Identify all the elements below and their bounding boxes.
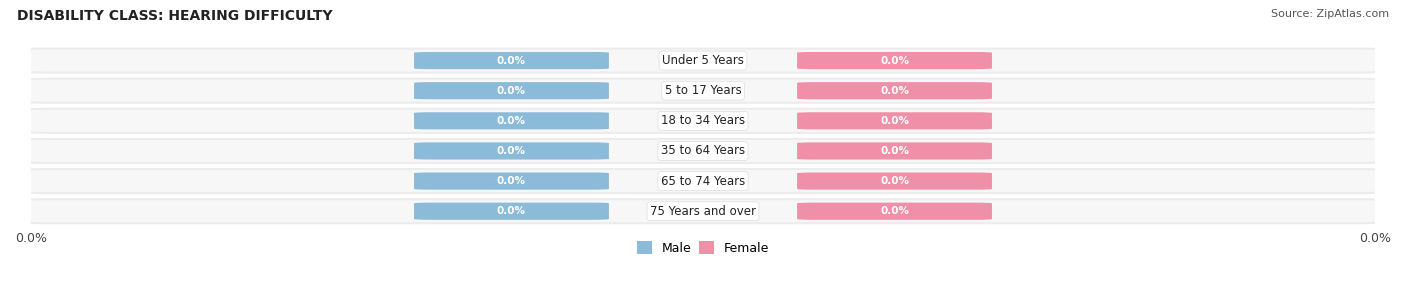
Text: 0.0%: 0.0% — [880, 116, 910, 126]
Text: 0.0%: 0.0% — [880, 206, 910, 216]
FancyBboxPatch shape — [413, 82, 609, 99]
Text: 75 Years and over: 75 Years and over — [650, 205, 756, 218]
FancyBboxPatch shape — [24, 109, 1382, 133]
FancyBboxPatch shape — [797, 52, 993, 69]
Text: 0.0%: 0.0% — [880, 86, 910, 96]
FancyBboxPatch shape — [413, 52, 609, 69]
FancyBboxPatch shape — [797, 82, 993, 99]
FancyBboxPatch shape — [413, 203, 609, 220]
FancyBboxPatch shape — [24, 79, 1382, 103]
Text: 0.0%: 0.0% — [496, 176, 526, 186]
FancyBboxPatch shape — [24, 169, 1382, 193]
Text: Source: ZipAtlas.com: Source: ZipAtlas.com — [1271, 9, 1389, 19]
Text: 65 to 74 Years: 65 to 74 Years — [661, 174, 745, 188]
FancyBboxPatch shape — [797, 142, 993, 160]
Text: 0.0%: 0.0% — [880, 176, 910, 186]
FancyBboxPatch shape — [24, 199, 1382, 223]
Text: 35 to 64 Years: 35 to 64 Years — [661, 145, 745, 157]
FancyBboxPatch shape — [797, 203, 993, 220]
FancyBboxPatch shape — [413, 173, 609, 190]
Text: 0.0%: 0.0% — [880, 146, 910, 156]
FancyBboxPatch shape — [413, 142, 609, 160]
Legend: Male, Female: Male, Female — [631, 236, 775, 260]
Text: 5 to 17 Years: 5 to 17 Years — [665, 84, 741, 97]
FancyBboxPatch shape — [24, 139, 1382, 163]
Text: Under 5 Years: Under 5 Years — [662, 54, 744, 67]
Text: 0.0%: 0.0% — [496, 116, 526, 126]
Text: 0.0%: 0.0% — [496, 56, 526, 66]
Text: 18 to 34 Years: 18 to 34 Years — [661, 114, 745, 127]
FancyBboxPatch shape — [413, 112, 609, 129]
Text: DISABILITY CLASS: HEARING DIFFICULTY: DISABILITY CLASS: HEARING DIFFICULTY — [17, 9, 332, 23]
Text: 0.0%: 0.0% — [496, 206, 526, 216]
Text: 0.0%: 0.0% — [880, 56, 910, 66]
FancyBboxPatch shape — [797, 112, 993, 129]
Text: 0.0%: 0.0% — [496, 146, 526, 156]
FancyBboxPatch shape — [24, 48, 1382, 73]
Text: 0.0%: 0.0% — [496, 86, 526, 96]
FancyBboxPatch shape — [797, 173, 993, 190]
